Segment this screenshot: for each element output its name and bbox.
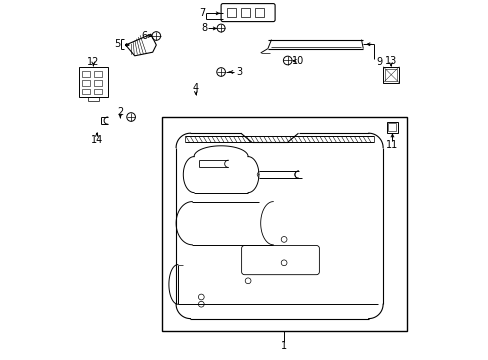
Bar bbox=[227, 8, 236, 17]
Text: 7: 7 bbox=[199, 8, 205, 18]
Text: 13: 13 bbox=[384, 56, 396, 66]
Text: 6: 6 bbox=[141, 31, 147, 41]
Bar bbox=[382, 67, 399, 83]
Bar bbox=[94, 89, 102, 94]
Bar bbox=[385, 69, 396, 81]
Text: 2: 2 bbox=[117, 107, 123, 117]
Bar bbox=[387, 123, 396, 131]
Bar bbox=[81, 71, 89, 77]
Text: 8: 8 bbox=[201, 23, 207, 33]
Bar bbox=[162, 117, 406, 331]
Text: 12: 12 bbox=[87, 57, 99, 67]
Bar bbox=[254, 8, 263, 17]
Text: 11: 11 bbox=[386, 140, 398, 150]
Bar bbox=[94, 71, 102, 77]
Bar bbox=[386, 122, 397, 133]
Text: 3: 3 bbox=[236, 67, 242, 77]
Text: 1: 1 bbox=[281, 341, 286, 351]
Text: 4: 4 bbox=[192, 83, 199, 93]
Bar bbox=[81, 80, 89, 86]
Bar bbox=[81, 89, 89, 94]
Bar bbox=[94, 80, 102, 86]
Bar bbox=[241, 8, 249, 17]
Text: 5: 5 bbox=[114, 39, 121, 49]
Text: 14: 14 bbox=[91, 135, 103, 145]
Text: 10: 10 bbox=[291, 56, 303, 66]
Text: 9: 9 bbox=[376, 57, 382, 67]
Bar bbox=[79, 67, 107, 97]
